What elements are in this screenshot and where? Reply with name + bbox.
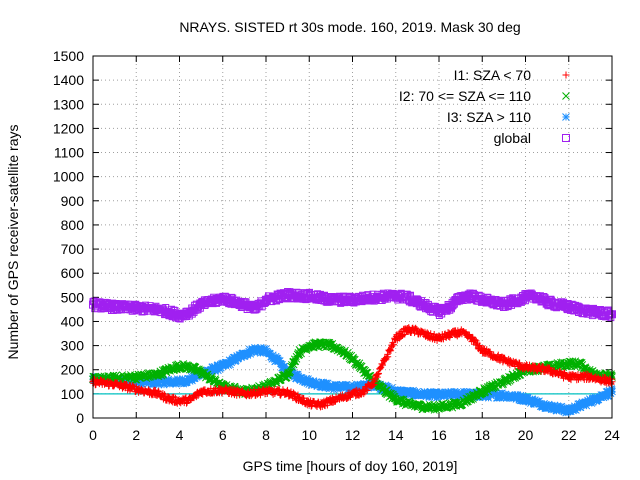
y-tick-label: 100 <box>61 386 85 402</box>
legend-marker-2 <box>562 92 570 100</box>
legend: I1: SZA < 70 I2: 70 <= SZA <= 110 I3: SZA … <box>399 67 570 146</box>
legend-label-3: I3: SZA > 110 <box>447 109 531 125</box>
x-tick-label: 8 <box>262 427 270 443</box>
chart-title: NRAYS. SISTED rt 30s mode. 160, 2019. Ma… <box>179 19 520 35</box>
y-tick-label: 1000 <box>53 169 84 185</box>
frame-layer <box>92 55 613 419</box>
x-tick-label: 18 <box>474 427 490 443</box>
y-tick-label: 300 <box>61 338 85 354</box>
y-tick-label: 400 <box>61 313 85 329</box>
series-4 <box>89 288 616 323</box>
legend-label-2: I2: 70 <= SZA <= 110 <box>399 88 531 104</box>
y-tick-label: 1300 <box>53 96 84 112</box>
x-tick-label: 0 <box>89 427 97 443</box>
legend-marker-4 <box>562 134 570 142</box>
y-tick-label: 1200 <box>53 120 84 136</box>
y-tick-label: 1400 <box>53 72 84 88</box>
x-tick-label: 2 <box>132 427 140 443</box>
y-tick-label: 0 <box>76 410 84 426</box>
y-axis-label: Number of GPS receiver-satellite rays <box>5 125 21 360</box>
series-1 <box>89 324 616 411</box>
x-tick-label: 10 <box>301 427 317 443</box>
legend-label-1: I1: SZA < 70 <box>454 67 532 83</box>
x-tick-label: 6 <box>219 427 227 443</box>
x-tick-label: 16 <box>431 427 447 443</box>
x-tick-label: 22 <box>561 427 577 443</box>
legend-marker-3 <box>562 113 570 121</box>
y-tick-label: 600 <box>61 265 85 281</box>
plot-frame <box>92 55 613 419</box>
y-tick-label: 900 <box>61 193 85 209</box>
y-tick-label: 500 <box>61 289 85 305</box>
axes: 0100200300400500600700800900100011001200… <box>53 48 620 443</box>
x-tick-label: 12 <box>345 427 361 443</box>
x-axis-label: GPS time [hours of doy 160, 2019] <box>243 458 458 474</box>
legend-label-4: global <box>494 130 531 146</box>
series-layer <box>89 288 616 417</box>
x-tick-label: 14 <box>388 427 404 443</box>
x-tick-label: 24 <box>604 427 620 443</box>
y-tick-label: 800 <box>61 217 85 233</box>
legend-marker-1 <box>562 71 570 79</box>
y-tick-label: 700 <box>61 241 85 257</box>
series-points-4 <box>89 288 616 323</box>
x-tick-label: 4 <box>176 427 184 443</box>
x-tick-label: 20 <box>518 427 534 443</box>
y-tick-label: 200 <box>61 362 85 378</box>
y-tick-label: 1500 <box>53 48 84 64</box>
y-tick-label: 1100 <box>54 145 84 161</box>
